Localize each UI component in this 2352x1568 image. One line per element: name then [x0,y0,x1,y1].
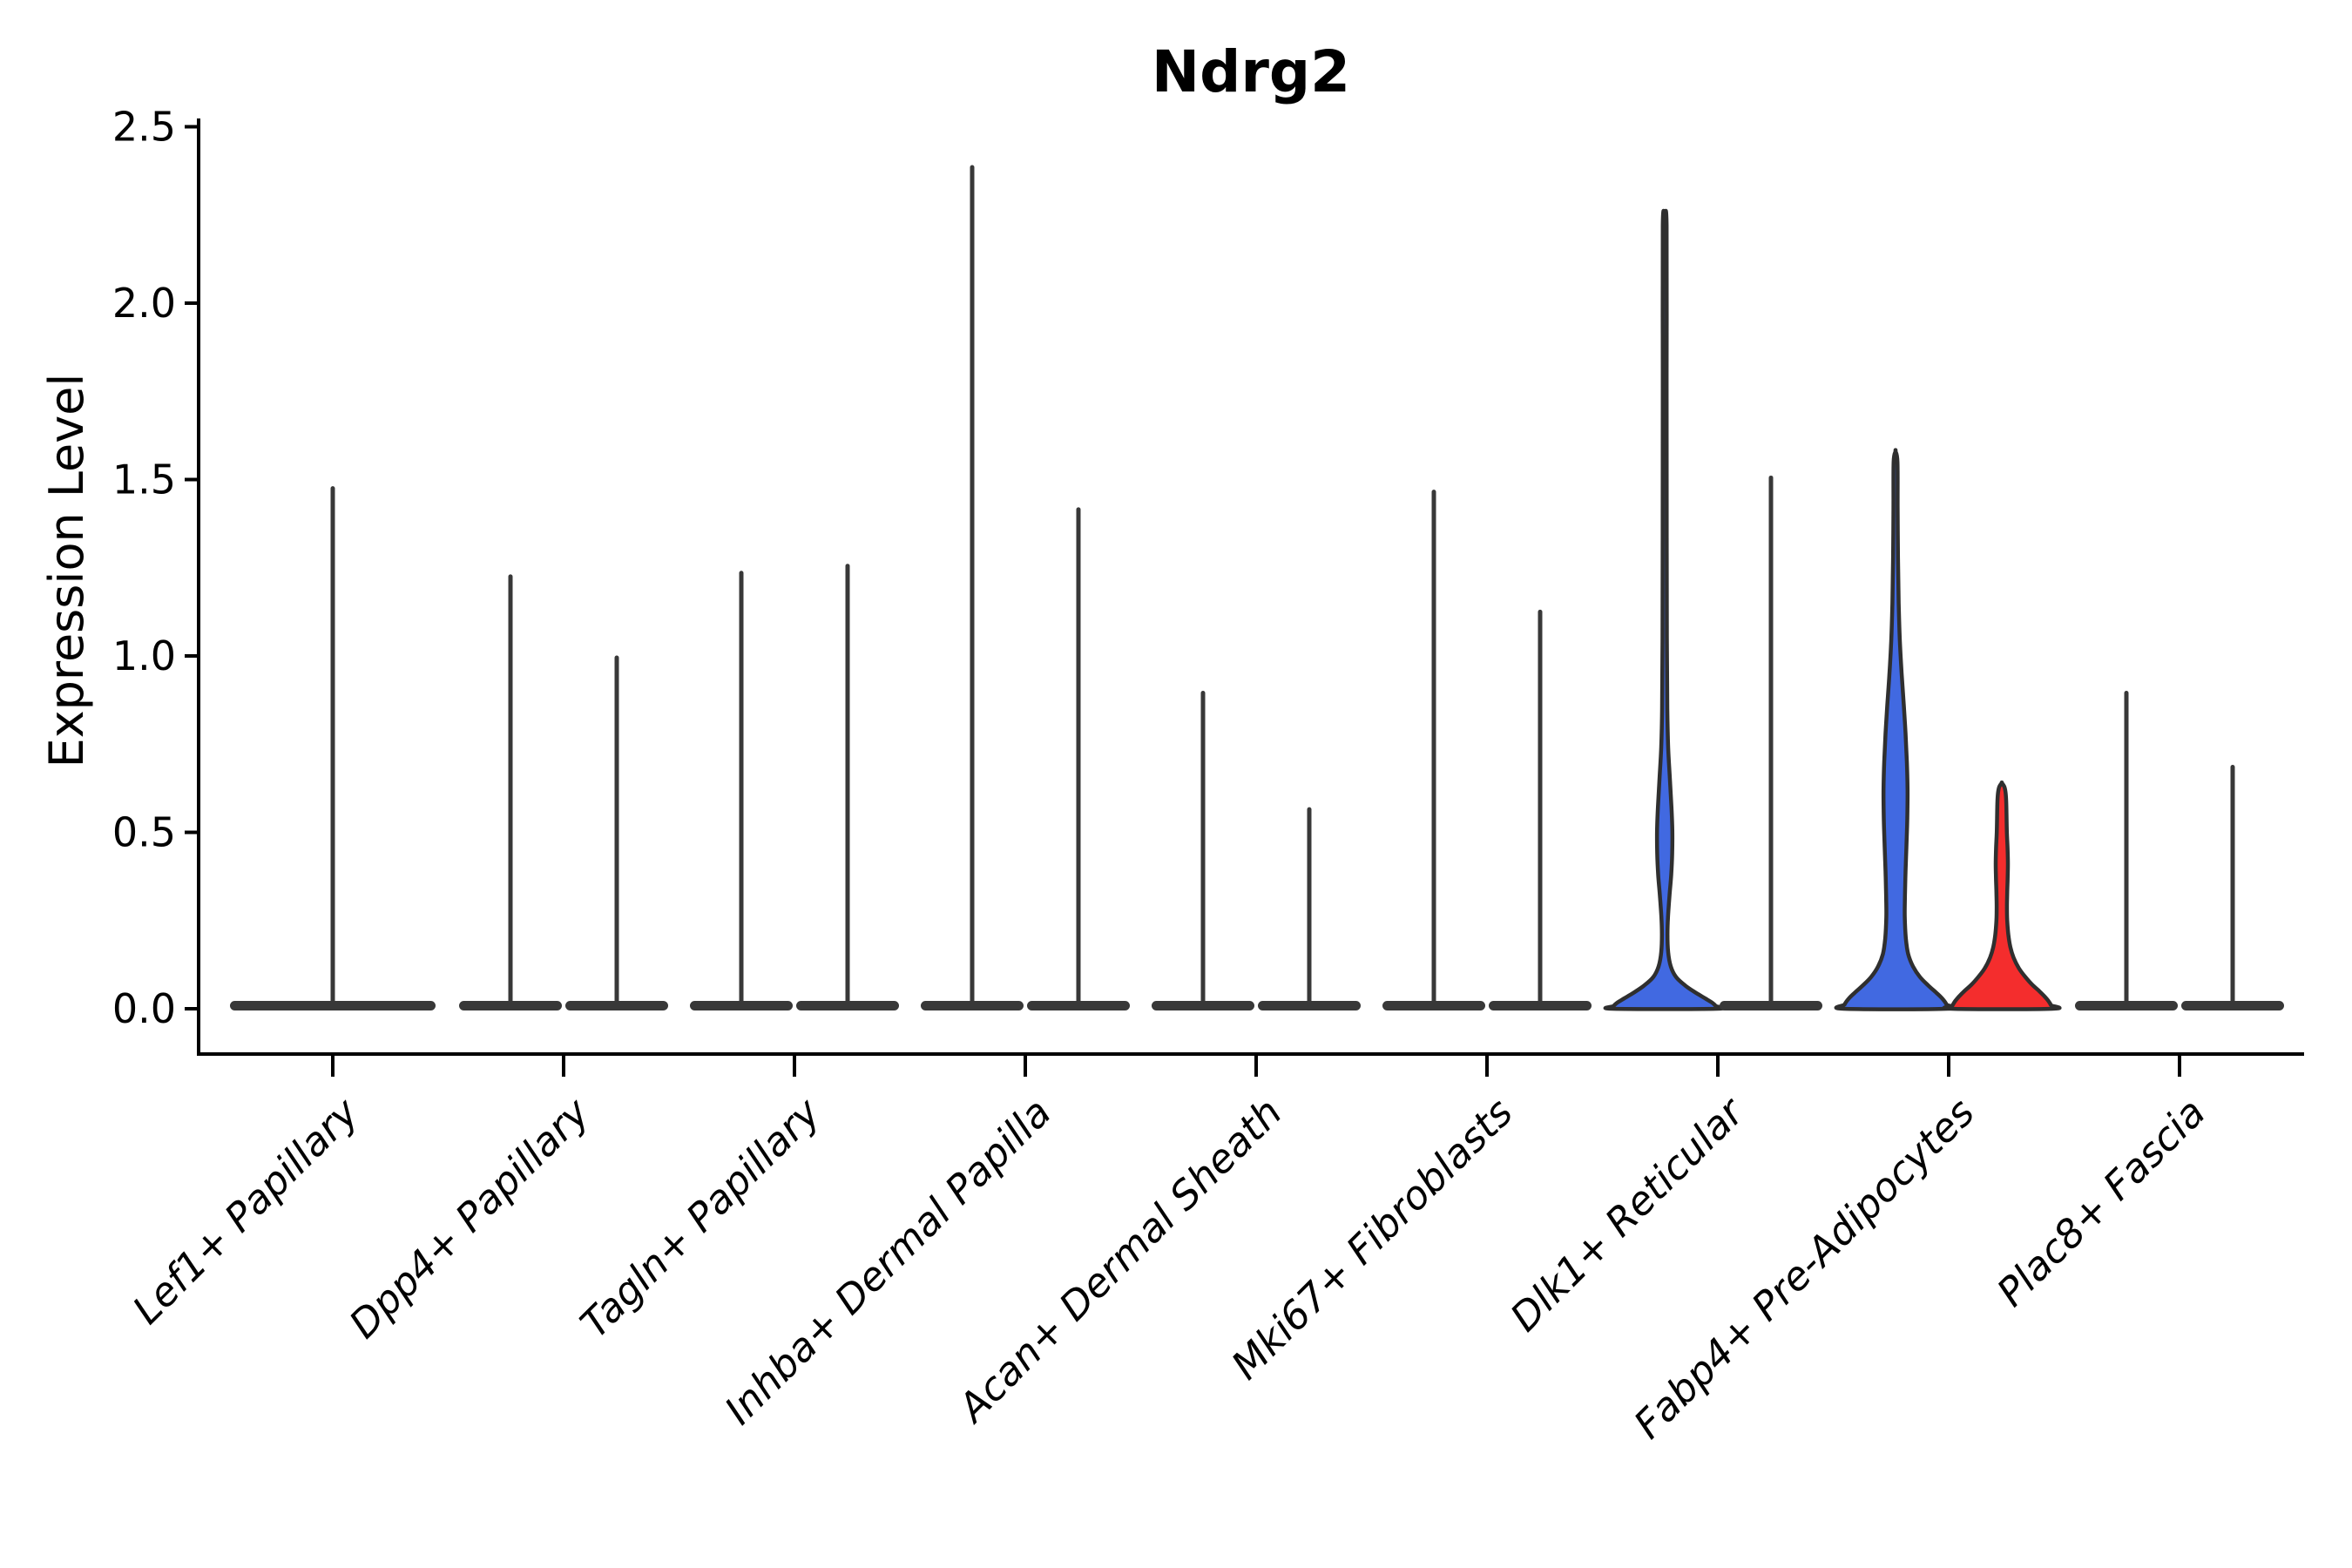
violin-body-red [1942,781,2062,1011]
y-axis: 0.0 0.5 1.0 1.5 2.0 2.5 [112,104,200,1056]
y-tick-label: 0.0 [112,985,176,1032]
y-tick-label: 0.5 [112,809,176,856]
y-tick-label: 1.5 [112,456,176,504]
violin-group [1603,208,1822,1011]
violin-group [2075,691,2284,1010]
violin-group [690,564,899,1010]
violins-layer [230,165,2284,1011]
chart-title: Ndrg2 [1152,38,1350,105]
x-tick-label: Tagln+ Papillary [571,1088,830,1347]
violin-group [921,165,1130,1010]
y-tick-label: 2.0 [112,280,176,327]
violin-group [1382,490,1592,1010]
y-tick-label: 1.0 [112,632,176,679]
x-tick-label: Dlk1+ Reticular [1501,1088,1754,1341]
x-tick-label: Dpp4+ Papillary [341,1088,599,1347]
violin-body-blue [1834,448,1957,1011]
y-tick-label: 2.5 [112,104,176,151]
violin-group [1834,448,2062,1011]
violin-group [1152,691,1361,1010]
x-tick-label: Plac8+ Fascia [1988,1089,2214,1315]
violin-group [459,574,668,1010]
x-tick-label: Lef1+ Papillary [124,1088,368,1333]
violin-group [230,486,436,1010]
violin-body-blue [1603,208,1727,1011]
y-axis-label: Expression Level [39,374,94,768]
